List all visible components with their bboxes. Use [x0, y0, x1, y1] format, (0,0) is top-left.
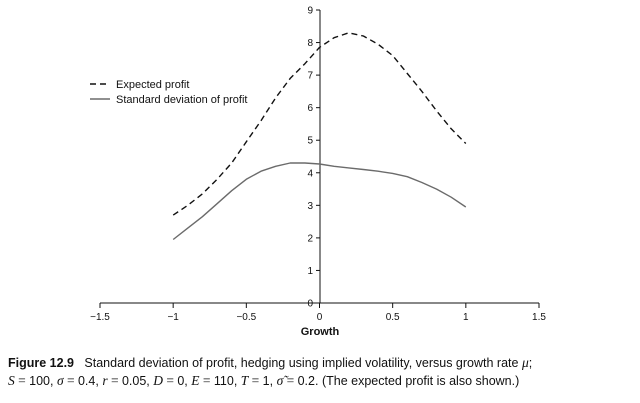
- series-line-1: [172, 32, 467, 216]
- caption-param-symbol: r: [102, 373, 108, 388]
- x-tick-label: 0: [317, 312, 323, 323]
- caption-param-equals: =: [283, 373, 298, 388]
- caption-param-value: 0.05,: [121, 374, 154, 388]
- y-tick-label: 4: [307, 168, 313, 179]
- caption-param-value: 0,: [177, 374, 192, 388]
- y-tick-label: 1: [307, 266, 313, 277]
- caption-param-symbol: σ̃: [276, 373, 284, 388]
- y-tick-label: 6: [307, 103, 313, 114]
- x-tick-label: −1: [167, 312, 179, 323]
- caption-param-symbol: D: [153, 373, 163, 388]
- caption-param-value: 110,: [213, 374, 241, 388]
- caption-param-symbol: σ: [56, 373, 64, 388]
- series-layer: [172, 32, 467, 241]
- legend-label-1: Expected profit: [116, 79, 189, 91]
- y-tick-label: 0: [307, 299, 313, 310]
- y-tick-label: 3: [307, 201, 313, 212]
- y-tick-label: 5: [307, 136, 313, 147]
- caption-param-equals: =: [14, 373, 30, 388]
- caption-line-1: Figure 12.9 Standard deviation of profit…: [8, 354, 634, 372]
- caption-line-2: S = 100, σ = 0.4, r = 0.05, D = 0, E = 1…: [8, 372, 634, 390]
- x-tick-label: 1.5: [532, 312, 546, 323]
- caption-note: (The expected profit is also shown.): [321, 374, 520, 388]
- legend-label-2: Standard deviation of profit: [116, 94, 247, 106]
- legend: Expected profit Standard deviation of pro…: [90, 79, 247, 106]
- caption-param-equals: =: [162, 373, 178, 388]
- series-line-2: [172, 162, 467, 241]
- figure-caption: Figure 12.9 Standard deviation of profit…: [8, 354, 634, 390]
- caption-text: Standard deviation of profit, hedging us…: [84, 356, 519, 370]
- y-tick-label: 8: [307, 38, 313, 49]
- caption-param-value: 1,: [262, 374, 277, 388]
- caption-semicolon: ;: [528, 356, 533, 370]
- caption-param-symbol: T: [240, 373, 249, 388]
- caption-param-value: 0.2.: [297, 374, 319, 388]
- x-tick-label: 0.5: [386, 312, 400, 323]
- x-tick-label: −1.5: [90, 312, 110, 323]
- caption-param-value: 0.4,: [77, 374, 103, 388]
- caption-param-equals: =: [248, 373, 263, 388]
- caption-param-symbol: S: [8, 373, 15, 388]
- y-tick-label: 2: [307, 233, 313, 244]
- caption-param-symbol: E: [191, 373, 200, 388]
- caption-param-equals: =: [63, 373, 78, 388]
- x-tick-label: 1: [463, 312, 469, 323]
- caption-params: S = 100, σ = 0.4, r = 0.05, D = 0, E = 1…: [8, 373, 319, 388]
- caption-param-equals: =: [199, 373, 214, 388]
- y-tick-label: 7: [307, 71, 313, 82]
- caption-label: Figure 12.9: [8, 356, 74, 370]
- chart: −1.5 −1 −0.5 0 0.5 1 1.5 Growth 0 1 2 3 4 5 6 7 8 9 Expec…: [90, 6, 546, 339]
- x-tick-label: −0.5: [236, 312, 256, 323]
- axes: −1.5 −1 −0.5 0 0.5 1 1.5 Growth 0 1 2 3 4 5 6 7 8 9: [90, 6, 546, 339]
- x-axis-title: Growth: [301, 326, 340, 338]
- caption-mu: μ: [521, 355, 529, 370]
- y-tick-label: 9: [307, 6, 313, 17]
- caption-param-equals: =: [107, 373, 122, 388]
- caption-param-value: 100,: [29, 374, 57, 388]
